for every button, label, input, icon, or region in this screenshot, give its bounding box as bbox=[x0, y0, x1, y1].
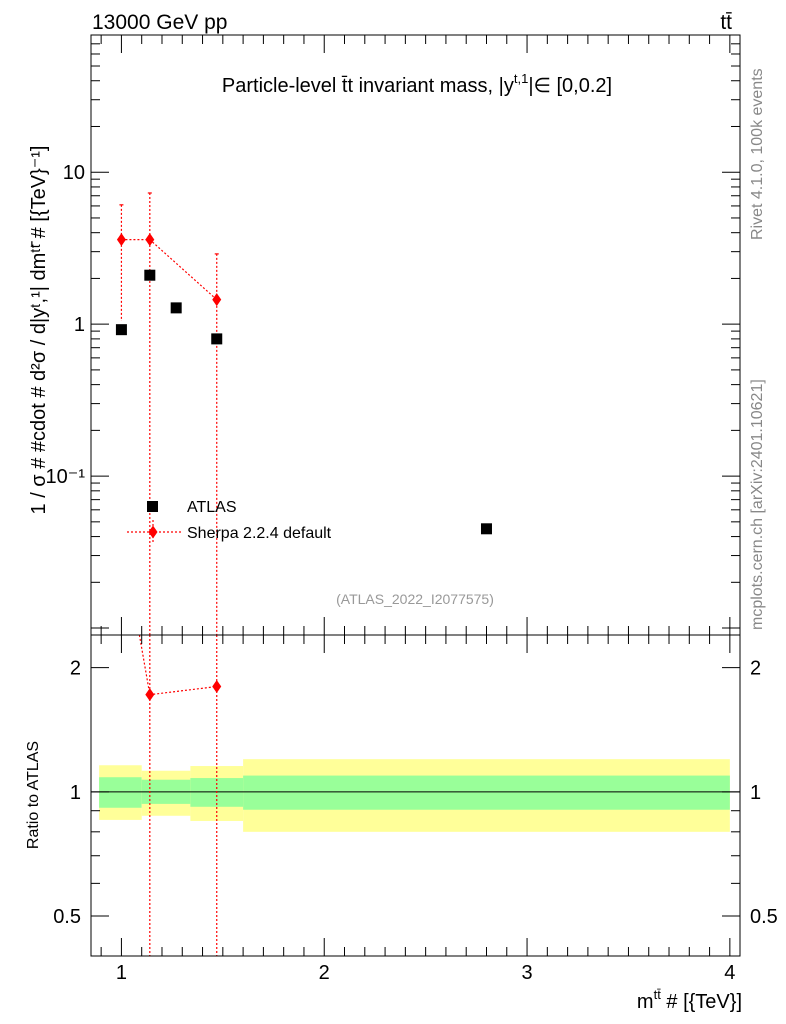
watermark: (ATLAS_2022_I2077575) bbox=[336, 591, 494, 607]
site-label: mcplots.cern.ch [arXiv:2401.10621] bbox=[749, 379, 766, 630]
atlas-point bbox=[144, 269, 156, 281]
ratio-y-tick-label-left: 2 bbox=[70, 658, 81, 680]
ratio-panel: 2 2 1 1 0.5 0.5 1 2 3 4 Ratio to ATLAS mtt̄ # [{T… bbox=[25, 634, 778, 1013]
main-marks bbox=[115, 192, 492, 635]
sherpa-point bbox=[116, 233, 126, 247]
x-tick-label: 3 bbox=[521, 962, 532, 984]
sherpa-line bbox=[121, 239, 218, 301]
main-ticks: 10 1 10⁻¹ bbox=[46, 34, 740, 636]
inner-band bbox=[99, 777, 142, 808]
legend-sherpa-label: Sherpa 2.2.4 default bbox=[187, 525, 332, 542]
ratio-y-tick-label-right: 1 bbox=[750, 782, 761, 804]
x-tick-label: 4 bbox=[724, 962, 735, 984]
x-axis-label: mtt̄ # [{TeV}] bbox=[637, 987, 742, 1013]
legend-atlas-label: ATLAS bbox=[187, 499, 237, 516]
legend-atlas-marker bbox=[147, 501, 158, 512]
atlas-point bbox=[170, 302, 182, 314]
process-label: tt̄ bbox=[720, 11, 732, 34]
legend-sherpa-marker bbox=[148, 525, 158, 539]
y-tick-label: 10 bbox=[63, 162, 85, 184]
sherpa-point bbox=[145, 233, 155, 247]
atlas-point bbox=[480, 523, 492, 535]
main-panel: 10 1 10⁻¹ Particle-level t̄t invariant mas… bbox=[28, 34, 741, 636]
ratio-sherpa-line bbox=[138, 634, 217, 696]
ratio-sherpa-point bbox=[145, 688, 155, 702]
sherpa-point bbox=[212, 293, 222, 307]
ratio-bands bbox=[91, 759, 740, 832]
ratio-ticks: 2 2 1 1 0.5 0.5 1 2 3 4 bbox=[53, 635, 778, 984]
energy-label: 13000 GeV pp bbox=[92, 11, 227, 34]
ratio-sherpa-point bbox=[212, 680, 222, 694]
ratio-y-tick-label-right: 0.5 bbox=[750, 906, 778, 928]
x-tick-label: 2 bbox=[319, 962, 330, 984]
rivet-label: Rivet 4.1.0, 100k events bbox=[749, 68, 766, 240]
ratio-y-tick-label-left: 0.5 bbox=[53, 906, 81, 928]
ratio-y-tick-label-right: 2 bbox=[750, 658, 761, 680]
inner-band bbox=[243, 775, 730, 810]
ratio-marks bbox=[138, 634, 222, 956]
atlas-point bbox=[115, 324, 127, 336]
legend: ATLAS Sherpa 2.2.4 default bbox=[127, 499, 332, 544]
y-tick-label: 10⁻¹ bbox=[46, 466, 86, 488]
atlas-point bbox=[211, 333, 223, 345]
main-y-axis-label: 1 / σ # #cdot # d²σ / d|yᵗ,¹| dmᵗᵗ̄ # [{… bbox=[28, 146, 50, 515]
ratio-y-tick-label-left: 1 bbox=[70, 782, 81, 804]
y-tick-label: 1 bbox=[74, 314, 85, 336]
ratio-y-axis-label: Ratio to ATLAS bbox=[25, 741, 42, 849]
main-frame bbox=[90, 34, 741, 636]
ratio-frame bbox=[90, 634, 741, 957]
main-title: Particle-level t̄t invariant mass, |yt,1… bbox=[222, 71, 612, 97]
x-tick-label: 1 bbox=[116, 962, 127, 984]
